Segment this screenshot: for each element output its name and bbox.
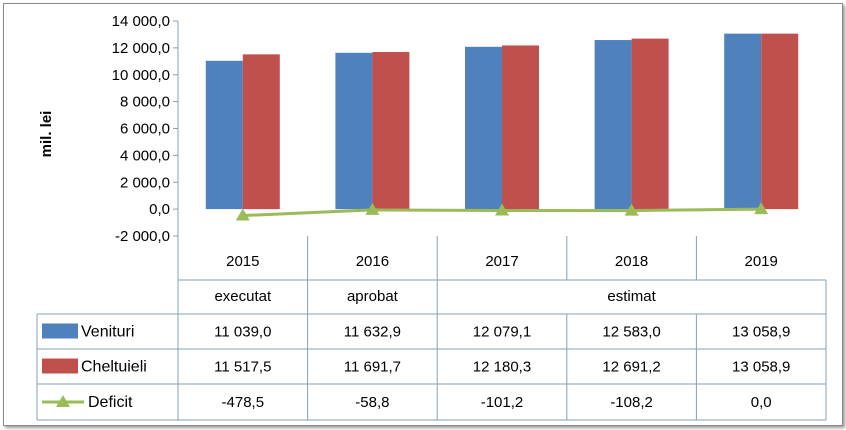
bar-cheltuieli <box>242 54 280 210</box>
data-table-cell: 11 691,7 <box>344 359 401 376</box>
legend-key-marker <box>56 395 70 407</box>
category-label: 2018 <box>615 253 648 270</box>
y-tick-label: 10 000,0 <box>112 67 170 84</box>
group-label: aprobat <box>347 288 399 305</box>
y-tick-label: 14 000,0 <box>112 13 170 30</box>
budget-chart: mil. lei -2 000,0 0,0 2 000,0 4 000,0 6 000,… <box>36 13 827 421</box>
table-grid <box>36 236 827 421</box>
legend-label: Cheltuieli <box>81 359 147 376</box>
legend-key-venituri <box>42 323 78 339</box>
data-table-cell: -101,2 <box>481 394 524 411</box>
data-table-cell: 11 632,9 <box>344 324 401 341</box>
group-label: executat <box>214 288 272 305</box>
bar-series <box>205 33 799 210</box>
value-axis: -2 000,0 0,0 2 000,0 4 000,0 6 000,0 8 000,0 1… <box>112 13 179 280</box>
data-table-cell: -58,8 <box>355 394 389 411</box>
category-label: 2017 <box>485 253 518 270</box>
bar-cheltuieli <box>631 38 669 210</box>
data-table: 2015 2016 2017 2018 2019 executat aprobat estim… <box>42 253 790 411</box>
legend-label: Venituri <box>81 324 134 341</box>
y-tick-label: 8 000,0 <box>120 94 170 111</box>
data-table-cell: 12 180,3 <box>473 359 531 376</box>
data-table-cell: -478,5 <box>222 394 265 411</box>
category-label: 2019 <box>745 253 778 270</box>
legend-label: Deficit <box>88 394 133 411</box>
y-tick-label: 12 000,0 <box>112 40 170 57</box>
data-table-cell: 11 039,0 <box>214 324 271 341</box>
data-table-cell: 13 058,9 <box>732 359 790 376</box>
y-tick-label: 2 000,0 <box>120 174 170 191</box>
y-tick-label: 6 000,0 <box>120 121 170 138</box>
bar-cheltuieli <box>372 52 410 210</box>
y-tick-label: 4 000,0 <box>120 147 170 164</box>
bar-venituri <box>205 60 243 210</box>
category-label: 2015 <box>226 253 259 270</box>
chart-frame: mil. lei -2 000,0 0,0 2 000,0 4 000,0 6 000,… <box>3 3 843 426</box>
data-table-cell: 12 691,2 <box>602 359 660 376</box>
legend-key-cheltuieli <box>42 358 78 374</box>
bar-venituri <box>594 40 632 210</box>
y-tick-label: -2 000,0 <box>115 228 170 245</box>
deficit-point <box>235 208 250 221</box>
data-table-cell: 13 058,9 <box>732 324 790 341</box>
bar-venituri <box>724 33 762 210</box>
y-tick-label: 0,0 <box>149 201 170 218</box>
data-table-cell: 12 583,0 <box>602 324 660 341</box>
data-table-cell: 0,0 <box>751 394 772 411</box>
bar-cheltuieli <box>761 33 799 210</box>
group-label: estimat <box>607 288 656 305</box>
deficit-point <box>624 203 639 216</box>
data-table-cell: 12 079,1 <box>473 324 531 341</box>
category-label: 2016 <box>356 253 389 270</box>
data-table-cell: 11 517,5 <box>214 359 271 376</box>
deficit-point <box>365 202 380 215</box>
bar-cheltuieli <box>502 45 539 210</box>
deficit-line <box>235 202 769 221</box>
y-axis-title: mil. lei <box>38 111 55 158</box>
bar-venituri <box>465 46 502 210</box>
bar-venituri <box>335 52 373 210</box>
deficit-point <box>754 202 769 215</box>
data-table-cell: -108,2 <box>610 394 653 411</box>
deficit-point <box>495 203 509 216</box>
